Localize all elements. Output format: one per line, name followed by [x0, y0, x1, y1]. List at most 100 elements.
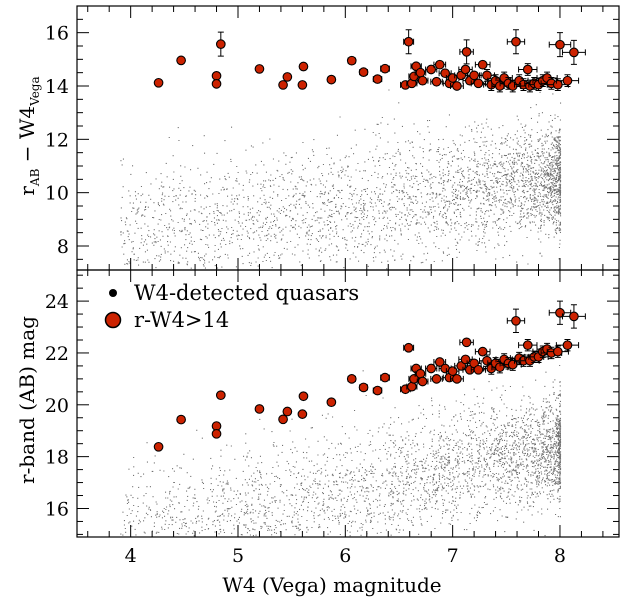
- red-point: [430, 76, 443, 87]
- red-circle-marker: [569, 47, 579, 58]
- red-point: [282, 406, 293, 417]
- red-point: [470, 78, 487, 89]
- red-point: [555, 338, 580, 352]
- red-point: [503, 358, 522, 371]
- red-circle-marker: [380, 63, 390, 74]
- red-point: [459, 337, 474, 348]
- red-point: [438, 68, 452, 79]
- red-circle-marker: [431, 76, 442, 87]
- top-y-axis-title: rAB − W4Vega: [15, 76, 42, 195]
- red-circle-marker: [211, 79, 222, 89]
- red-circle-marker: [403, 342, 414, 353]
- red-point: [153, 77, 164, 88]
- legend-label-quasars: W4-detected quasars: [134, 281, 359, 305]
- red-point: [406, 381, 418, 392]
- red-circle-marker: [346, 374, 357, 384]
- red-point: [479, 68, 495, 82]
- red-circle-marker: [282, 72, 293, 82]
- red-circle-marker: [254, 64, 265, 74]
- red-circle-marker: [434, 59, 445, 70]
- y-tick-label: 8: [57, 236, 69, 258]
- legend: W4-detected quasars r-W4>14: [104, 281, 359, 332]
- red-point: [297, 80, 308, 90]
- red-circle-marker: [153, 77, 164, 88]
- red-point: [548, 300, 572, 325]
- red-point: [546, 345, 569, 358]
- red-circle-marker: [211, 71, 222, 81]
- red-circle-marker: [507, 359, 518, 370]
- red-circle-marker: [482, 70, 492, 81]
- red-point: [358, 382, 369, 393]
- red-circle-marker: [215, 390, 226, 401]
- red-point: [555, 74, 580, 88]
- red-point: [278, 414, 288, 425]
- red-circle-marker: [346, 55, 357, 66]
- red-point: [506, 308, 526, 333]
- quasar-cloud-points: [120, 351, 562, 537]
- red-circle-marker: [426, 363, 437, 374]
- red-point: [458, 64, 473, 75]
- red-circle-marker: [278, 80, 288, 90]
- quasar-cloud-points: [120, 89, 562, 270]
- x-axis-title: W4 (Vega) magnitude: [222, 573, 441, 597]
- red-point: [176, 55, 186, 66]
- y-tick-label: 16: [45, 498, 69, 520]
- red-circle-marker: [282, 406, 293, 417]
- red-point: [278, 80, 288, 90]
- red-circle-marker: [477, 59, 488, 70]
- red-point: [506, 29, 526, 55]
- red-circle-marker: [326, 74, 337, 85]
- red-point: [518, 63, 538, 76]
- x-tick-label: 7: [447, 545, 459, 567]
- red-circle-marker: [409, 374, 419, 384]
- red-point: [414, 368, 427, 379]
- red-point: [561, 39, 586, 65]
- red-circle-marker: [176, 55, 186, 66]
- red-circle-marker: [552, 79, 563, 90]
- red-circle-marker: [326, 397, 337, 408]
- red-point: [211, 428, 222, 439]
- red-point: [254, 404, 265, 414]
- red-circle-marker: [511, 36, 521, 47]
- y-tick-label: 16: [45, 23, 69, 45]
- red-point: [548, 32, 572, 58]
- red-circle-marker: [452, 81, 462, 91]
- red-circle-marker: [569, 311, 579, 322]
- red-point: [153, 441, 164, 452]
- red-circle-marker: [562, 75, 573, 86]
- red-circle-marker: [473, 78, 484, 89]
- red-circle-marker: [415, 67, 426, 78]
- red-point: [416, 376, 429, 387]
- red-circle-marker: [297, 409, 308, 419]
- red-circle-marker: [426, 64, 437, 75]
- panel-frame: [76, 5, 620, 271]
- axis-labels: W4 (Vega) magnitude r-band (AB) mag rAB …: [15, 76, 442, 597]
- red-point: [470, 364, 487, 375]
- red-circle-series-layer: [153, 29, 586, 452]
- red-circle-marker: [254, 404, 265, 414]
- red-point: [298, 391, 309, 402]
- y-tick-label: 10: [45, 183, 69, 205]
- red-circle-marker: [215, 39, 226, 49]
- x-tick-label: 5: [232, 545, 244, 567]
- red-point: [326, 74, 337, 85]
- red-circle-marker: [555, 39, 565, 50]
- red-circle-marker: [358, 382, 369, 393]
- red-point: [425, 363, 438, 374]
- red-circle-marker: [452, 374, 462, 384]
- red-circle-marker: [511, 315, 521, 326]
- red-circle-marker: [297, 80, 308, 90]
- red-circle-marker: [211, 428, 222, 439]
- red-point: [403, 29, 415, 55]
- red-circle-marker: [460, 354, 471, 365]
- y-tick-label: 24: [45, 291, 69, 313]
- red-point: [518, 338, 538, 352]
- red-point: [474, 59, 491, 70]
- legend-label-red: r-W4>14: [134, 308, 229, 332]
- y-tick-label: 20: [45, 395, 69, 417]
- red-point: [474, 346, 491, 357]
- x-tick-label: 4: [125, 545, 137, 567]
- red-circle-marker: [469, 70, 479, 81]
- legend-marker-black-dot: [109, 289, 117, 297]
- red-point: [215, 31, 226, 57]
